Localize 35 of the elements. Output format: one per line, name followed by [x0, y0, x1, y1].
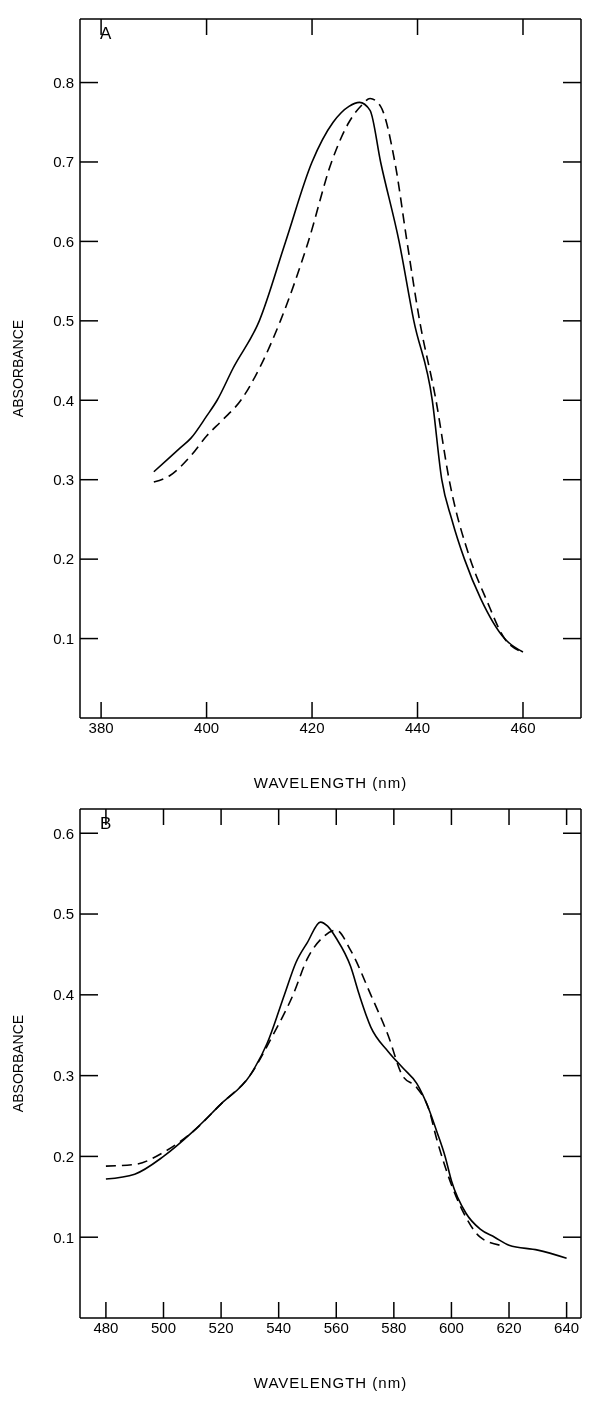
x-tick-label: 440: [405, 718, 431, 736]
x-tick-label: 520: [208, 1318, 234, 1336]
y-tick-label: 0.5: [53, 905, 74, 923]
y-tick-label: 0.3: [53, 471, 74, 489]
line-series: [105, 921, 568, 1260]
y-tick-label: 0.6: [53, 824, 74, 842]
y-tick-label: 0.5: [53, 312, 74, 330]
y-tick-label: 0.4: [53, 391, 74, 409]
x-axis-title: WAVELENGTH (nm): [253, 774, 408, 791]
x-tick-label: 580: [381, 1318, 407, 1336]
y-axis-title: ABSORBANCE: [9, 1014, 26, 1113]
x-axis-title: WAVELENGTH (nm): [253, 1374, 408, 1391]
x-tick-label: 560: [323, 1318, 349, 1336]
annotation: A: [100, 24, 112, 44]
y-tick-label: 0.8: [53, 73, 74, 91]
y-tick-label: 0.2: [53, 1147, 74, 1165]
y-tick-label: 0.6: [53, 232, 74, 250]
y-tick-label: 0.3: [53, 1066, 74, 1084]
x-tick-label: 400: [194, 718, 220, 736]
x-tick-label: 460: [510, 718, 536, 736]
annotation: B: [100, 814, 112, 834]
y-tick-label: 0.4: [53, 986, 74, 1004]
x-tick-label: 380: [88, 718, 114, 736]
x-tick-label: 620: [496, 1318, 522, 1336]
x-tick-label: 500: [150, 1318, 177, 1336]
x-tick-label: 640: [554, 1318, 580, 1336]
y-tick-label: 0.1: [53, 629, 74, 647]
y-tick-label: 0.1: [53, 1228, 74, 1246]
y-tick-label: 0.2: [53, 550, 74, 568]
x-tick-label: 480: [93, 1318, 119, 1336]
y-tick-label: 0.7: [53, 153, 74, 171]
x-tick-label: 600: [438, 1318, 464, 1336]
x-tick-label: 420: [299, 718, 325, 736]
y-axis-title: ABSORBANCE: [9, 319, 26, 418]
x-tick-label: 540: [266, 1318, 292, 1336]
